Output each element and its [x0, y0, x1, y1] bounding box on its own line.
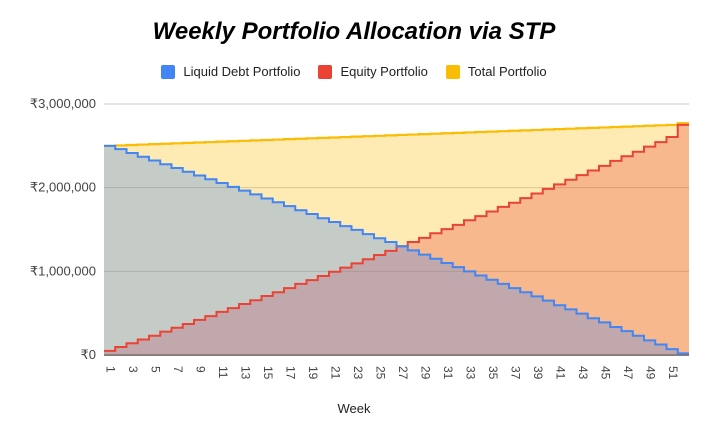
x-tick-label: 1: [103, 366, 117, 373]
x-tick-label: 51: [666, 366, 680, 380]
x-tick-label: 5: [148, 366, 162, 373]
x-tick-label: 9: [193, 366, 207, 373]
x-tick-label: 49: [643, 366, 657, 380]
legend-swatch-liquid-debt: [161, 64, 176, 79]
x-tick-label: 29: [418, 366, 432, 380]
legend-label-equity: Equity Portfolio: [340, 64, 428, 79]
line-liquid-debt-portfolio: [104, 144, 689, 355]
x-tick-label: 27: [396, 366, 410, 380]
x-tick-label: 13: [238, 366, 252, 380]
x-tick-label: 25: [373, 366, 387, 380]
x-tick-label: 45: [598, 366, 612, 380]
x-tick-label: 19: [306, 366, 320, 380]
x-tick-label: 35: [486, 366, 500, 380]
x-tick-label: 11: [216, 366, 230, 379]
line-equity-portfolio: [104, 123, 689, 352]
x-tick-label: 17: [283, 366, 297, 380]
x-tick-label: 31: [441, 366, 455, 380]
x-tick-label: 41: [553, 366, 567, 380]
x-tick-label: 7: [171, 366, 185, 373]
x-tick-label: 3: [126, 366, 140, 373]
legend-item-liquid-debt[interactable]: Liquid Debt Portfolio: [161, 64, 300, 79]
y-tick-label: ₹2,000,000: [30, 180, 96, 195]
x-tick-label: 47: [621, 366, 635, 380]
x-tick-label: 23: [351, 366, 365, 380]
y-tick-label: ₹0: [80, 347, 96, 362]
legend-label-total: Total Portfolio: [467, 64, 547, 79]
line-total-portfolio: [104, 122, 689, 147]
x-tick-label: 43: [576, 366, 590, 380]
legend-swatch-equity: [318, 64, 333, 79]
legend-item-equity[interactable]: Equity Portfolio: [318, 64, 428, 79]
chart-title: Weekly Portfolio Allocation via STP: [152, 18, 556, 45]
legend-swatch-total: [445, 64, 460, 79]
x-tick-label: 39: [531, 366, 545, 380]
x-tick-label: 21: [328, 366, 342, 380]
legend: Liquid Debt Portfolio Equity Portfolio T…: [0, 64, 708, 79]
y-tick-label: ₹1,000,000: [30, 263, 96, 278]
legend-label-liquid-debt: Liquid Debt Portfolio: [183, 64, 301, 79]
x-tick-label: 15: [261, 366, 275, 380]
x-tick-label: 37: [508, 366, 522, 380]
x-tick-label: 33: [463, 366, 477, 380]
y-tick-label: ₹3,000,000: [30, 96, 96, 111]
legend-item-total[interactable]: Total Portfolio: [445, 64, 547, 79]
x-axis-label: Week: [337, 401, 371, 416]
